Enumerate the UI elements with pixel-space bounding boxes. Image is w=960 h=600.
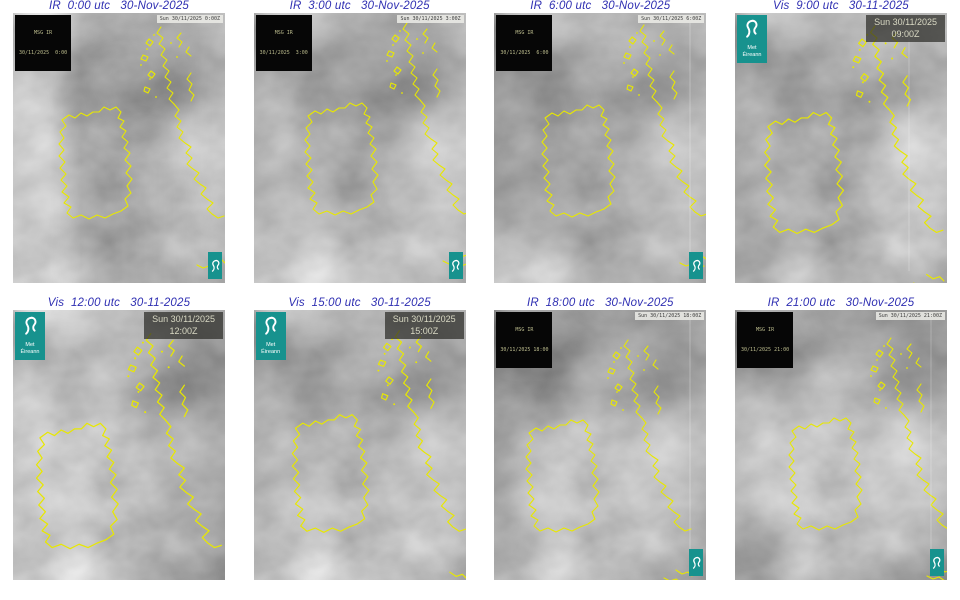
logo-text-line2: Éireann [261,348,281,355]
satellite-image[interactable]: Met Éireann Sun 30/11/2025 12:00Z [13,310,225,580]
timestamp-time: 15:00Z [410,325,439,336]
sensor-date: 30/11/2025 3:00 [259,49,308,56]
timestamp-time: 09:00Z [891,28,920,39]
timestamp-date: Sun 30/11/2025 [152,314,215,324]
timestamp-strip: Sun 30/11/2025 21:00Z [875,312,945,320]
satellite-image-grid: IR 0:00 utc 30-Nov-2025 MSG IR 30/11/2 [13,0,947,580]
sensor-label-box: MSG IR 30/11/2025 0:00 [15,15,72,71]
timestamp-date: Sun 30/11/2025 [392,314,456,324]
timestamp-box: Sun 30/11/2025 09:00Z [866,15,945,43]
timestamp-time: 12:00Z [169,325,198,336]
satellite-image[interactable]: MSG IR 30/11/2025 18:00 Sun 30/11/2025 1… [494,310,707,580]
panel-caption: IR 18:00 utc 30-Nov-2025 [526,297,674,309]
panel-caption: Vis 12:00 utc 30-11-2025 [47,297,191,309]
sensor-date: 30/11/2025 21:00 [740,346,790,353]
spiral-icon [265,316,277,335]
grid-row-2: Vis 12:00 utc 30-11-2025 Met Éireann [13,297,947,580]
met-eireann-logo-icon [448,252,463,279]
sensor-date: 30/11/2025 0:00 [19,49,68,56]
met-eireann-logo: Met Éireann [15,312,45,360]
sensor-label-box: MSG IR 30/11/2025 21:00 [736,312,794,368]
panel-caption: IR 6:00 utc 30-Nov-2025 [530,0,671,12]
sensor-label-box: MSG IR 30/11/2025 6:00 [496,15,553,71]
panel-vis-1200: Vis 12:00 utc 30-11-2025 Met Éireann [13,297,225,580]
timestamp-box: Sun 30/11/2025 15:00Z [384,312,464,340]
sensor-label-box: MSG IR 30/11/2025 3:00 [255,15,312,71]
logo-text-line2: Éireann [742,51,762,58]
timestamp-strip: Sun 30/11/2025 6:00Z [638,15,705,23]
panel-caption: IR 21:00 utc 30-Nov-2025 [767,297,915,309]
logo-text-line1: Met [266,342,276,348]
satellite-cloud-image [734,13,947,283]
panel-ir-0600: IR 6:00 utc 30-Nov-2025 MSG IR [494,0,707,283]
met-eireann-logo-icon [689,252,704,279]
met-eireann-logo: Met Éireann [736,15,767,63]
timestamp-strip: Sun 30/11/2025 0:00Z [156,15,223,23]
satellite-image[interactable]: Met Éireann Sun 30/11/2025 15:00Z [253,310,466,580]
panel-caption: Vis 15:00 utc 30-11-2025 [288,297,431,309]
spiral-icon [211,259,219,272]
sensor-label: MSG IR [515,30,534,36]
spiral-icon [452,259,460,272]
spiral-icon [933,556,941,569]
logo-text-line1: Met [25,342,35,348]
timestamp-strip: Sun 30/11/2025 18:00Z [635,312,705,320]
spiral-icon [24,316,36,335]
satellite-image[interactable]: MSG IR 30/11/2025 21:00 Sun 30/11/2025 2… [734,310,947,580]
timestamp-strip: Sun 30/11/2025 3:00Z [397,15,464,23]
met-eireann-logo-icon [208,252,222,279]
sensor-label: MSG IR [34,30,53,36]
sensor-label: MSG IR [756,327,775,333]
panel-vis-1500: Vis 15:00 utc 30-11-2025 Met Éireann [253,297,466,580]
timestamp-box: Sun 30/11/2025 12:00Z [144,312,223,340]
satellite-cloud-image [13,310,225,580]
logo-text-line1: Met [747,45,757,51]
spiral-icon [746,19,758,38]
panel-ir-1800: IR 18:00 utc 30-Nov-2025 MSG IR [494,297,707,580]
sensor-label-box: MSG IR 30/11/2025 18:00 [496,312,553,368]
panel-caption: IR 0:00 utc 30-Nov-2025 [48,0,190,12]
sensor-date: 30/11/2025 6:00 [500,49,549,56]
logo-text-line2: Éireann [20,348,40,355]
met-eireann-logo-icon [689,549,704,576]
spiral-icon [692,259,701,272]
satellite-image[interactable]: Met Éireann Sun 30/11/2025 09:00Z [734,13,947,283]
panel-ir-0300: IR 3:00 utc 30-Nov-2025 MSG IR 30/11/2 [253,0,466,283]
met-eireann-logo: Met Éireann [255,312,286,360]
panel-caption: IR 3:00 utc 30-Nov-2025 [289,0,430,12]
grid-row-1: IR 0:00 utc 30-Nov-2025 MSG IR 30/11/2 [13,0,947,283]
sensor-date: 30/11/2025 18:00 [500,346,549,353]
satellite-cloud-image [253,13,466,283]
sensor-label: MSG IR [274,30,293,36]
met-eireann-logo-icon [929,549,944,576]
sensor-label: MSG IR [515,327,534,333]
satellite-image[interactable]: MSG IR 30/11/2025 3:00 Sun 30/11/2025 3:… [253,13,466,283]
satellite-image[interactable]: MSG IR 30/11/2025 6:00 Sun 30/11/2025 6:… [494,13,707,283]
satellite-cloud-image [494,13,707,283]
panel-ir-0000: IR 0:00 utc 30-Nov-2025 MSG IR 30/11/2 [13,0,225,283]
spiral-icon [692,556,701,569]
satellite-image[interactable]: MSG IR 30/11/2025 0:00 Sun 30/11/2025 0:… [13,13,225,283]
satellite-cloud-image [253,310,466,580]
panel-caption: Vis 9:00 utc 30-11-2025 [773,0,909,12]
panel-vis-0900: Vis 9:00 utc 30-11-2025 Met É [734,0,947,283]
panel-ir-2100: IR 21:00 utc 30-Nov-2025 MSG IR [734,297,947,580]
timestamp-date: Sun 30/11/2025 [874,17,937,27]
